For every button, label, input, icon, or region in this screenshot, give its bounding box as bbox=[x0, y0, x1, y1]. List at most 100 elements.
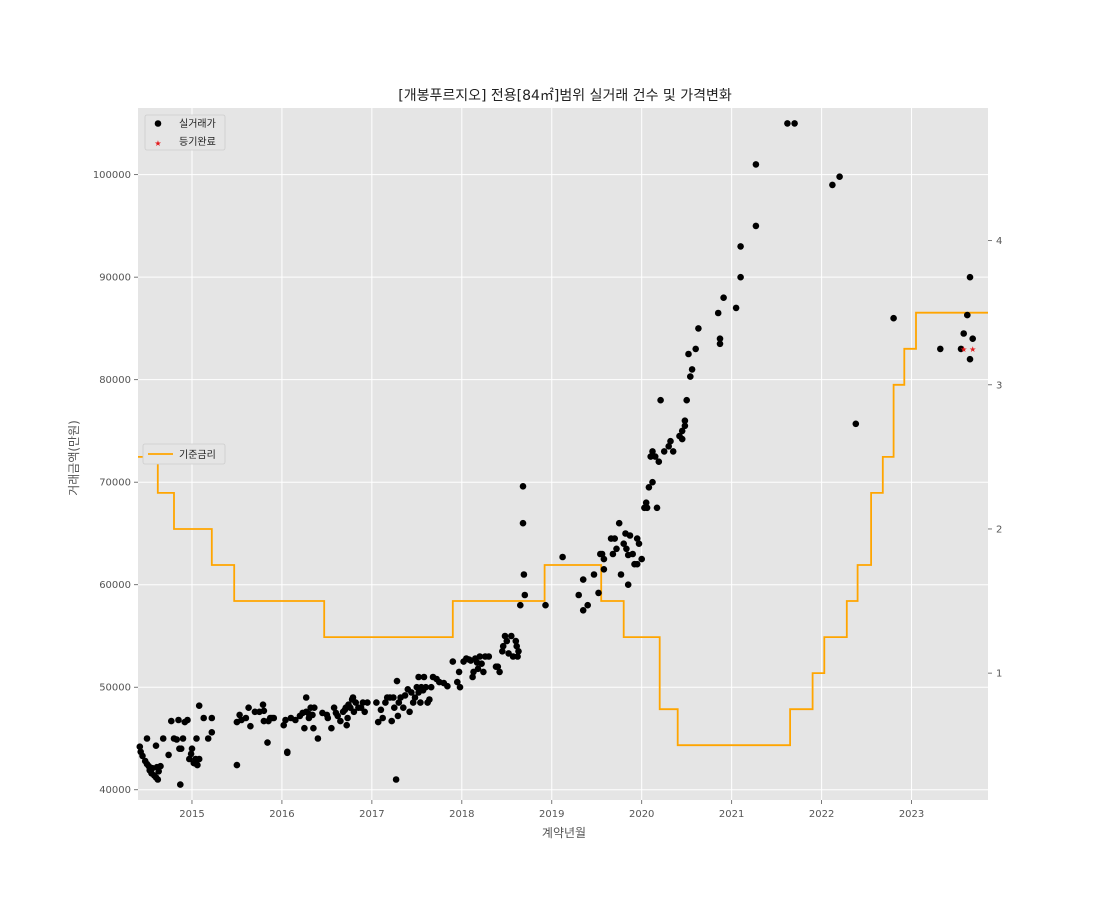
plot-background bbox=[138, 108, 988, 800]
trade-point bbox=[960, 330, 967, 337]
trade-point bbox=[575, 591, 582, 599]
trade-point bbox=[667, 437, 674, 445]
trade-point bbox=[494, 663, 502, 670]
trade-point bbox=[417, 699, 424, 706]
legend-label-trades: 실거래가 bbox=[179, 118, 216, 130]
trade-point bbox=[688, 366, 696, 373]
trade-point bbox=[204, 735, 212, 742]
x-tick-label: 2023 bbox=[899, 809, 924, 820]
trade-point bbox=[520, 571, 528, 578]
trade-point bbox=[474, 665, 482, 673]
y-tick-label: 70000 bbox=[99, 478, 131, 489]
trade-point bbox=[836, 173, 843, 180]
trade-point bbox=[480, 668, 487, 676]
trade-point bbox=[716, 335, 724, 343]
trade-point bbox=[208, 714, 216, 722]
x-tick-label: 2016 bbox=[269, 809, 294, 820]
y-tick-label: 90000 bbox=[99, 273, 131, 284]
trade-point bbox=[420, 673, 428, 681]
trade-point bbox=[966, 355, 974, 363]
trade-point bbox=[344, 714, 351, 722]
trade-point bbox=[373, 699, 380, 706]
x-tick-label: 2018 bbox=[449, 809, 474, 820]
trade-point bbox=[311, 704, 318, 711]
x-axis-label: 계약년월 bbox=[542, 825, 586, 840]
right-tick-label: 2 bbox=[996, 524, 1002, 535]
trade-point bbox=[685, 350, 692, 358]
trade-point bbox=[302, 694, 310, 701]
legend-marker-registered: ★ bbox=[154, 139, 161, 148]
trade-point bbox=[517, 601, 524, 609]
legend-label-registered: 등기완료 bbox=[179, 136, 216, 148]
trade-point bbox=[444, 682, 451, 690]
trade-point bbox=[364, 699, 371, 706]
y-tick-label: 40000 bbox=[99, 785, 131, 796]
trade-point bbox=[309, 711, 316, 719]
trade-point bbox=[649, 478, 656, 486]
trade-point bbox=[195, 755, 203, 763]
trade-point bbox=[499, 648, 506, 655]
trade-point bbox=[260, 707, 268, 715]
trade-point bbox=[737, 243, 744, 250]
registered-points-layer: ★ ★ bbox=[960, 345, 976, 354]
trade-point bbox=[349, 694, 357, 701]
trade-point bbox=[600, 566, 608, 573]
trade-point bbox=[609, 550, 617, 558]
trade-point bbox=[282, 716, 289, 724]
rate-step-line-layer bbox=[138, 311, 988, 747]
trade-point bbox=[245, 704, 252, 711]
trade-point bbox=[139, 752, 146, 760]
trade-point bbox=[382, 699, 389, 706]
trade-point bbox=[188, 745, 196, 752]
trade-point bbox=[660, 448, 668, 455]
trade-point bbox=[361, 708, 369, 716]
trade-point bbox=[681, 417, 689, 425]
trade-point bbox=[154, 776, 162, 783]
trade-point bbox=[406, 708, 413, 716]
trade-point bbox=[584, 601, 591, 609]
grid-lines bbox=[138, 108, 988, 800]
trade-point bbox=[395, 699, 403, 706]
trade-point bbox=[352, 699, 360, 706]
trade-point bbox=[519, 483, 527, 490]
trade-point bbox=[969, 335, 976, 343]
trade-point bbox=[259, 701, 267, 708]
trade-point bbox=[455, 668, 463, 676]
legend-trades: 실거래가 ★ 등기완료 bbox=[144, 114, 226, 151]
trade-point bbox=[476, 653, 484, 660]
trade-point bbox=[649, 448, 656, 455]
trade-point bbox=[392, 776, 400, 783]
trade-point bbox=[415, 673, 422, 681]
trade-point bbox=[401, 692, 409, 699]
trade-point bbox=[485, 653, 493, 660]
trade-point bbox=[280, 721, 288, 729]
trade-point bbox=[247, 722, 254, 730]
trade-point bbox=[542, 601, 549, 609]
trade-point bbox=[508, 632, 515, 640]
trade-point bbox=[350, 708, 358, 716]
registered-point: ★ bbox=[960, 345, 967, 354]
trade-point bbox=[165, 751, 172, 759]
trade-point bbox=[638, 555, 645, 563]
y-tick-label: 50000 bbox=[99, 683, 131, 694]
trade-point bbox=[714, 309, 722, 317]
trade-point bbox=[890, 314, 897, 322]
trade-point bbox=[264, 739, 271, 746]
trade-point bbox=[681, 422, 689, 430]
trade-point bbox=[426, 696, 433, 703]
trade-point bbox=[503, 637, 511, 645]
trade-point bbox=[157, 762, 164, 770]
trade-point bbox=[633, 560, 641, 568]
trade-point bbox=[678, 435, 686, 443]
trade-point bbox=[665, 443, 672, 450]
trade-point bbox=[409, 699, 417, 706]
registered-point: ★ bbox=[969, 345, 976, 354]
trade-point bbox=[193, 735, 200, 742]
trade-point bbox=[270, 714, 278, 722]
trade-point bbox=[292, 716, 299, 724]
trade-point bbox=[379, 714, 387, 722]
trade-point bbox=[499, 642, 507, 650]
x-tick-label: 2022 bbox=[809, 809, 834, 820]
y-tick-label: 80000 bbox=[99, 375, 131, 386]
trade-point bbox=[136, 743, 144, 750]
